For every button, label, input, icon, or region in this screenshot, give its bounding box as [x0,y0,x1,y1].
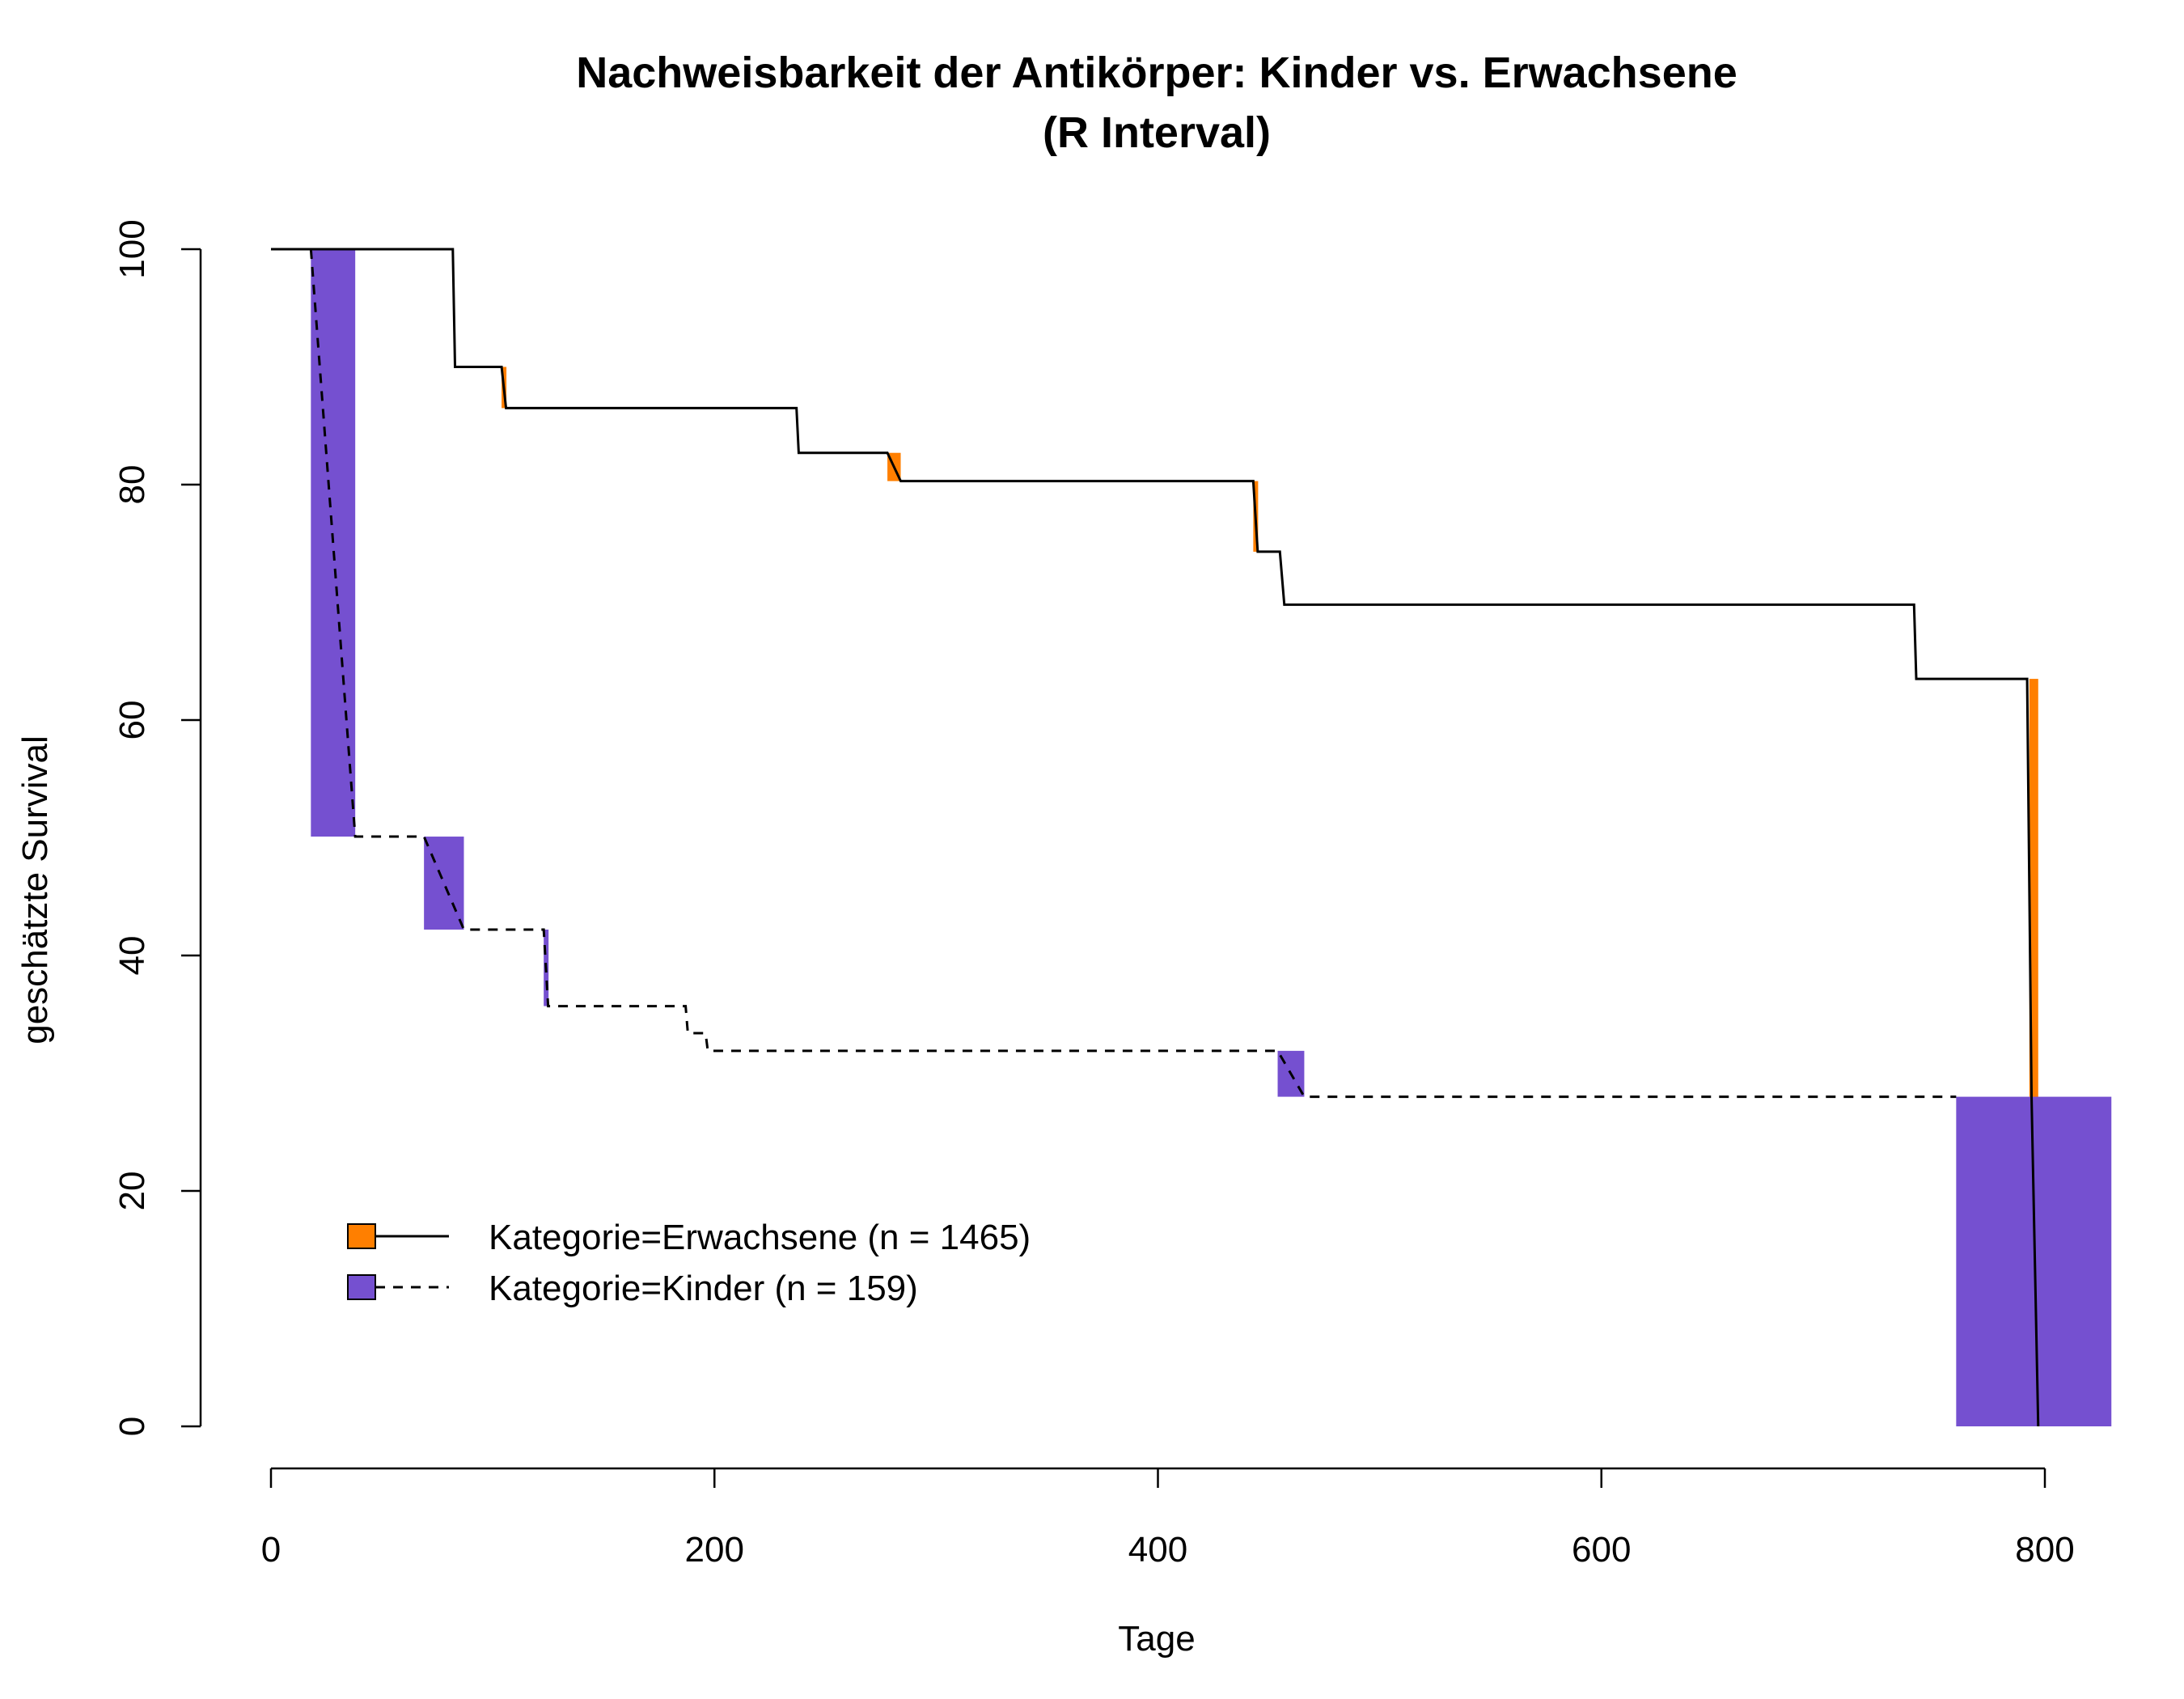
y-tick-label-40: 40 [112,936,152,976]
y-tick-label-100: 100 [112,219,152,278]
chart-subtitle: (R Interval) [1043,108,1271,157]
interval-rect-erwachsene-3 [2029,679,2038,1099]
legend-label-erwachsene: Kategorie=Erwachsene (n = 1465) [489,1218,1031,1257]
legend-swatch-kinder [347,1274,376,1300]
x-tick-label-400: 400 [1128,1530,1187,1570]
curve-erwachsene [271,248,2040,1427]
x-tick-label-600: 600 [1572,1530,1631,1570]
y-tick-label-20: 20 [112,1172,152,1211]
interval-rect-kinder-1 [424,837,464,930]
y-axis-label: geschätzte Survival [15,735,55,1044]
legend: Kategorie=Erwachsene (n = 1465) Kategorie… [347,1218,1031,1308]
legend-swatch-erwachsene [347,1223,376,1249]
y-tick-label-60: 60 [112,701,152,740]
x-axis: 0 200 400 600 800 [261,1467,2075,1570]
x-tick-label-800: 800 [2015,1530,2074,1570]
chart-title: Nachweisbarkeit der Antikörper: Kinder v… [576,49,1737,97]
y-axis: 0 20 40 60 80 100 [112,219,202,1436]
survival-curves [271,248,2040,1427]
x-tick-label-0: 0 [261,1530,281,1570]
x-tick-label-200: 200 [685,1530,744,1570]
y-tick-label-80: 80 [112,465,152,505]
curve-kinder [309,248,1957,1099]
legend-label-kinder: Kategorie=Kinder (n = 159) [489,1269,918,1308]
y-tick-label-0: 0 [112,1417,152,1436]
x-axis-label: Tage [1118,1619,1195,1659]
